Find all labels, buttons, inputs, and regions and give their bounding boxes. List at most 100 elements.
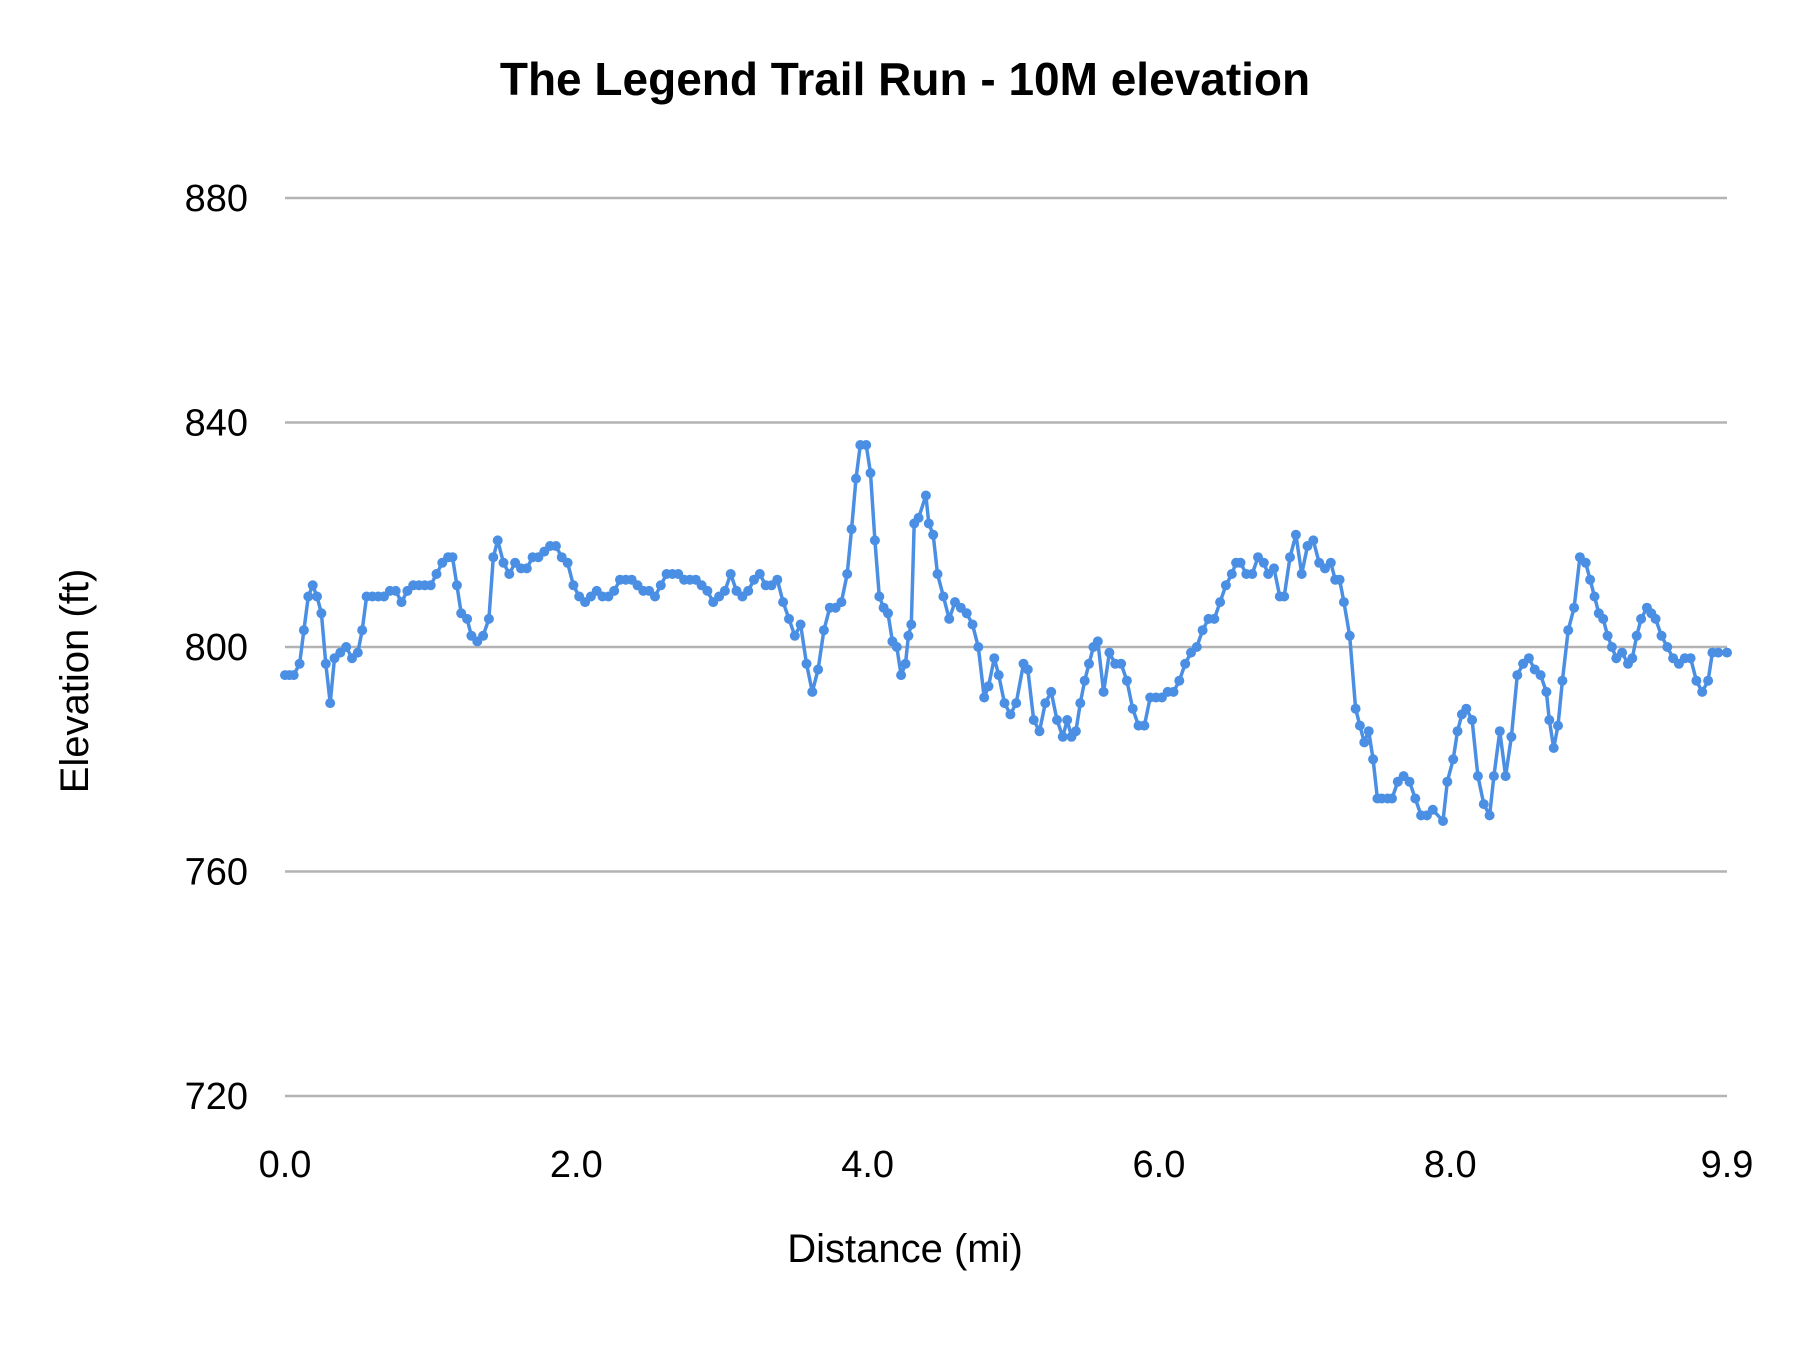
data-point: [650, 591, 660, 602]
data-point: [1467, 715, 1478, 725]
data-point: [1500, 771, 1511, 782]
y-axis-title: Elevation (ft): [53, 569, 97, 794]
data-point: [1005, 709, 1016, 720]
x-tick-label: 9.9: [1701, 1144, 1754, 1186]
data-point: [1084, 658, 1094, 669]
data-point: [357, 625, 368, 636]
data-point: [1279, 591, 1290, 602]
data-point: [1627, 653, 1638, 664]
data-point: [1580, 557, 1591, 568]
x-tick-label: 2.0: [550, 1144, 603, 1186]
data-point: [702, 585, 713, 596]
data-point: [1359, 737, 1370, 748]
data-point: [550, 541, 561, 551]
data-point: [719, 585, 730, 596]
data-point: [1285, 552, 1295, 563]
data-point: [906, 619, 917, 630]
data-point: [431, 569, 442, 579]
data-point: [1011, 698, 1022, 709]
gridlines: [285, 196, 1727, 1098]
data-point: [801, 658, 812, 669]
data-point: [316, 608, 327, 619]
data-point: [1046, 686, 1057, 697]
data-point: [874, 591, 885, 602]
data-point: [1461, 703, 1472, 714]
data-point: [842, 569, 853, 579]
data-point: [1494, 726, 1505, 737]
data-point: [920, 490, 931, 501]
data-point: [1334, 574, 1345, 585]
data-point: [1350, 703, 1361, 714]
data-point: [1685, 653, 1696, 664]
data-point: [1344, 630, 1355, 641]
data-point: [1410, 793, 1421, 804]
data-point: [1354, 720, 1365, 731]
data-point: [1062, 715, 1073, 725]
data-point: [743, 585, 754, 596]
data-point: [1052, 715, 1062, 725]
data-point: [1220, 580, 1231, 591]
data-point: [1028, 715, 1039, 725]
data-point: [900, 658, 911, 669]
data-point: [1656, 630, 1667, 641]
data-point: [1296, 569, 1307, 579]
data-point: [1548, 743, 1559, 753]
data-point: [1121, 675, 1132, 686]
data-point: [521, 563, 532, 574]
data-point: [1427, 804, 1438, 815]
data-point: [772, 574, 783, 585]
data-point: [983, 681, 994, 692]
data-point: [1209, 613, 1220, 624]
data-point: [1180, 658, 1191, 669]
data-point: [928, 529, 939, 540]
data-point: [725, 569, 736, 579]
data-point: [1713, 647, 1724, 658]
x-axis-ticks: 0.0 2.0 4.0 6.0 8.0 9.9: [259, 1144, 1754, 1186]
data-point: [1478, 799, 1489, 810]
data-point: [1247, 569, 1258, 579]
data-point: [1544, 715, 1555, 725]
data-point: [1290, 529, 1301, 540]
x-tick-label: 0.0: [259, 1144, 312, 1186]
data-point: [836, 597, 847, 608]
data-point: [1631, 630, 1642, 641]
elevation-series: [280, 440, 1732, 826]
data-point: [1269, 563, 1279, 574]
y-tick-label: 880: [185, 178, 248, 220]
x-tick-label: 4.0: [841, 1144, 894, 1186]
data-point: [883, 608, 893, 619]
data-point: [325, 698, 336, 709]
data-point: [498, 557, 509, 568]
data-point: [483, 613, 494, 624]
data-point: [989, 653, 1000, 664]
data-point: [396, 597, 407, 608]
data-point: [913, 512, 924, 523]
data-point: [938, 591, 949, 602]
data-point: [303, 591, 314, 602]
data-point: [932, 569, 943, 579]
data-point: [478, 630, 489, 641]
data-point: [869, 535, 880, 546]
data-point: [451, 580, 462, 591]
data-point: [1325, 557, 1336, 568]
data-point: [903, 630, 914, 641]
data-point: [294, 658, 305, 669]
data-point: [1308, 535, 1319, 546]
data-point: [865, 468, 876, 478]
data-point: [609, 585, 620, 596]
data-point: [1022, 664, 1033, 675]
data-point: [655, 580, 666, 591]
data-point: [1368, 754, 1379, 765]
data-point: [1722, 647, 1732, 658]
data-point: [846, 524, 857, 535]
data-point: [1079, 675, 1090, 686]
data-point: [1472, 771, 1483, 782]
data-point: [488, 552, 499, 563]
data-point: [778, 597, 789, 608]
data-point: [288, 670, 299, 681]
data-point: [1075, 698, 1086, 709]
data-point: [504, 569, 515, 579]
data-point: [320, 658, 331, 669]
data-point: [492, 535, 503, 546]
data-point: [1258, 557, 1269, 568]
